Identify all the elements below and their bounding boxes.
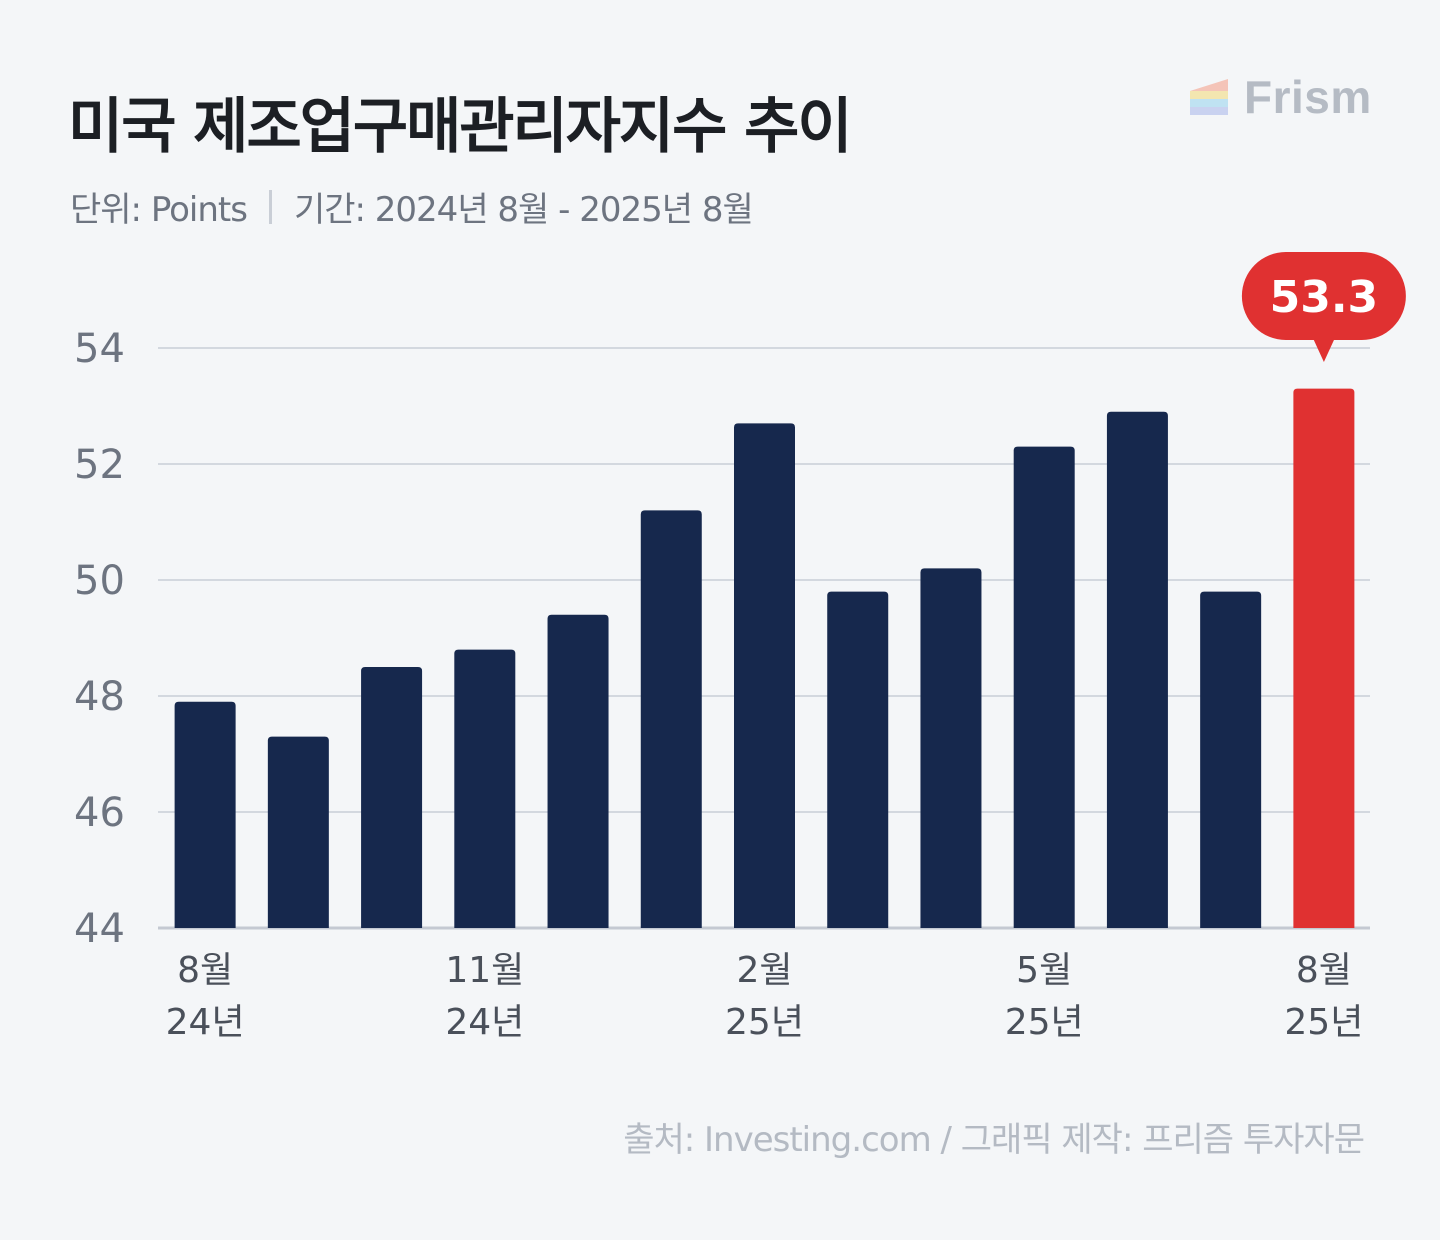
frism-logo-icon (1190, 79, 1228, 115)
bar-2025-04 (920, 568, 982, 928)
period-label: 기간: 2024년 8월 - 2025년 8월 (293, 190, 754, 230)
x-tick-year: 24년 (445, 1002, 524, 1043)
y-tick-label: 50 (74, 558, 125, 604)
bar-2024-10 (361, 667, 423, 928)
brand-name: Frism (1244, 71, 1372, 123)
bar-2025-08 (1293, 388, 1355, 929)
bar-2024-09 (267, 736, 329, 928)
callout-pointer (1312, 338, 1335, 362)
subtitle-separator (268, 189, 272, 224)
chart-subtitle: 단위: Points 기간: 2024년 8월 - 2025년 8월 (70, 182, 754, 231)
bar-2024-11 (454, 649, 516, 928)
y-tick-label: 48 (74, 674, 125, 720)
y-tick-label: 52 (74, 442, 125, 488)
y-tick-label: 46 (74, 790, 125, 836)
callout-value: 53.3 (1270, 272, 1379, 323)
x-tick-month: 8월 (1296, 950, 1352, 991)
bar-2025-03 (827, 591, 889, 928)
x-tick-month: 11월 (445, 950, 524, 991)
unit-label: 단위: Points (70, 190, 248, 230)
bar-2025-05 (1013, 446, 1075, 928)
x-tick-year: 25년 (1005, 1002, 1084, 1043)
bar-2024-08 (174, 701, 236, 928)
brand-logo: Frism (1190, 70, 1372, 124)
x-tick-year: 25년 (725, 1002, 804, 1043)
callout-bubble (1241, 252, 1406, 340)
y-tick-label: 54 (74, 326, 125, 372)
bar-2025-02 (734, 423, 795, 928)
x-tick-month: 8월 (177, 950, 233, 991)
x-tick-year: 25년 (1284, 1002, 1363, 1043)
x-tick-month: 2월 (736, 950, 792, 991)
x-tick-month: 5월 (1016, 950, 1072, 991)
x-tick-year: 24년 (166, 1002, 245, 1043)
bar-2024-12 (547, 614, 609, 928)
bar-2025-01 (640, 510, 702, 928)
bar-2025-07 (1200, 591, 1262, 928)
y-tick-label: 44 (74, 906, 125, 952)
bar-2025-06 (1106, 411, 1168, 928)
chart-title: 미국 제조업구매관리자지수 추이 (68, 92, 853, 162)
source-credit: 출처: Investing.com / 그래픽 제작: 프리즘 투자자문 (623, 1120, 1365, 1160)
